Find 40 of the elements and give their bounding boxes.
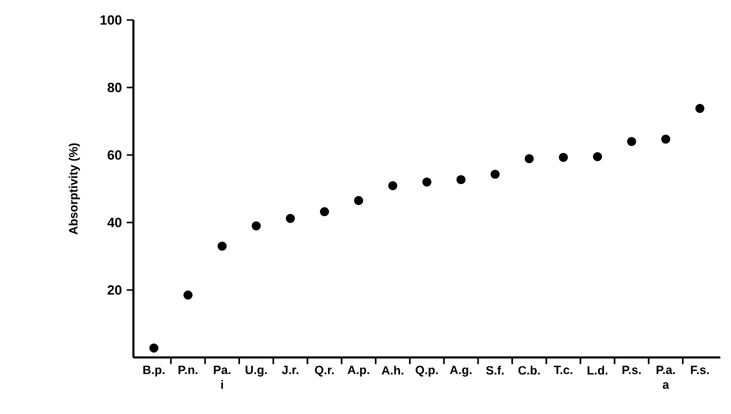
point [422, 177, 432, 186]
point [388, 181, 398, 190]
point [183, 290, 193, 300]
x-tick-label: F.s. [690, 366, 709, 374]
point [218, 241, 227, 251]
point [592, 152, 602, 162]
y-tick-label: 100 [100, 15, 122, 25]
x-tick-label: P.s. [622, 366, 641, 374]
x-tick-label: P.a. a [656, 366, 675, 389]
y-tick-label: 80 [108, 82, 122, 92]
x-tick-label: J.r. [282, 366, 298, 374]
point [490, 170, 500, 179]
x-tick-label: L.d. [588, 366, 608, 374]
point [320, 207, 330, 216]
point [456, 175, 466, 184]
x-tick-label: S.f. [486, 366, 504, 374]
point [354, 196, 364, 206]
x-tick-label: A.p. [348, 366, 370, 376]
x-tick-label: A.g. [450, 366, 472, 376]
point [149, 343, 158, 352]
y-axis-title: Absorptivity (%) [68, 143, 80, 234]
x-tick-label: B.p. [143, 366, 164, 376]
x-tick-label: Q.r. [314, 366, 334, 376]
point [286, 214, 295, 223]
x-tick-label: Pa. i [214, 366, 230, 389]
x-tick-label: U.g. [246, 366, 267, 376]
point [252, 221, 261, 230]
x-tick-label: C.b. [518, 366, 540, 374]
x-tick-label: A.h. [382, 366, 404, 374]
x-tick-label: Q.p. [416, 366, 438, 377]
x-tick-label: P.n. [178, 366, 198, 374]
point [524, 154, 534, 164]
y-tick-label: 40 [107, 218, 122, 228]
point [695, 104, 704, 113]
point [627, 136, 636, 146]
y-tick-label: 20 [108, 285, 122, 295]
x-tick-label: T.c. [554, 366, 572, 374]
point [558, 152, 568, 162]
y-tick-label: 60 [108, 150, 122, 160]
point [661, 134, 670, 144]
